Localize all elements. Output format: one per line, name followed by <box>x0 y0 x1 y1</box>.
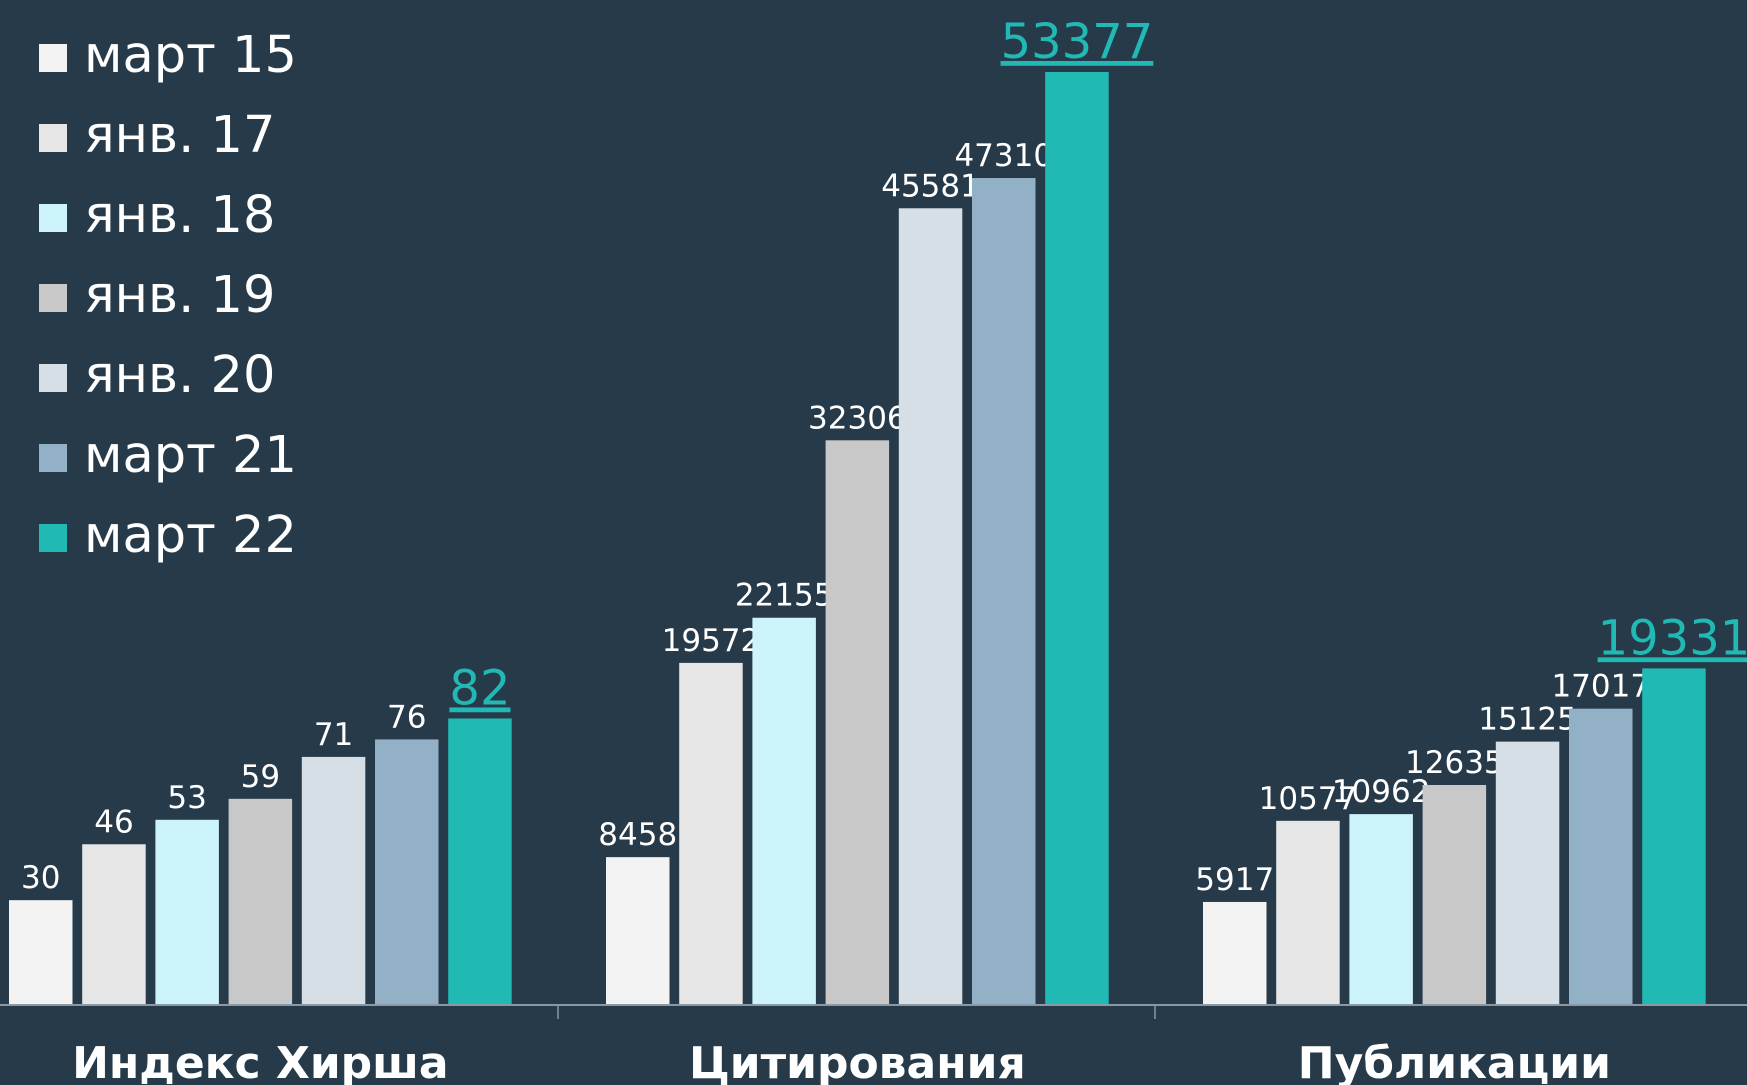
bar <box>1495 741 1560 1005</box>
bar <box>155 819 219 1005</box>
legend-label: янв. 19 <box>84 266 275 325</box>
value-label: 46 <box>94 804 133 840</box>
bar <box>448 718 512 1005</box>
bar <box>825 440 890 1005</box>
value-label: 5917 <box>1195 862 1274 898</box>
value-label: 53377 <box>1001 14 1154 70</box>
legend-swatch <box>39 204 67 232</box>
value-label: 22155 <box>735 578 834 614</box>
bar <box>752 617 816 1005</box>
value-label: 59 <box>241 759 280 795</box>
bar <box>1422 784 1487 1005</box>
legend-label: янв. 20 <box>84 346 275 405</box>
bar <box>301 756 366 1005</box>
value-label: 15125 <box>1478 702 1577 738</box>
bar <box>375 739 439 1005</box>
bar <box>1642 668 1706 1005</box>
value-label: 30 <box>21 860 60 896</box>
bar <box>1569 708 1633 1005</box>
category-label: Индекс Хирша <box>72 1038 449 1085</box>
value-label: 10577 <box>1259 781 1358 817</box>
legend-swatch <box>39 124 67 152</box>
legend-label: март 21 <box>84 426 297 485</box>
legend-swatch <box>39 44 67 72</box>
category-label: Публикации <box>1298 1038 1611 1085</box>
legend-label: март 15 <box>84 26 297 85</box>
bar <box>1276 820 1340 1005</box>
value-label: 10962 <box>1332 774 1431 810</box>
value-label: 47310 <box>954 138 1053 174</box>
bar <box>898 208 963 1005</box>
legend-swatch <box>39 364 67 392</box>
bar <box>606 857 670 1005</box>
legend-swatch <box>39 444 67 472</box>
value-label: 8458 <box>598 817 677 853</box>
legend-label: янв. 17 <box>84 106 275 165</box>
category-label: Цитирования <box>689 1038 1026 1085</box>
legend-label: янв. 18 <box>84 186 275 245</box>
value-label: 53 <box>167 780 206 816</box>
value-label: 19572 <box>662 623 761 659</box>
bar <box>1349 814 1413 1005</box>
bar <box>1203 901 1267 1005</box>
value-label: 19331 <box>1598 610 1747 666</box>
bar <box>679 662 743 1005</box>
value-label: 32306 <box>808 400 907 436</box>
bar <box>82 844 146 1005</box>
value-label: 45581 <box>881 168 980 204</box>
bar <box>228 798 293 1005</box>
value-label: 76 <box>387 699 426 735</box>
bar <box>9 900 73 1005</box>
value-label: 71 <box>314 717 353 753</box>
bar <box>972 178 1036 1006</box>
legend-swatch <box>39 284 67 312</box>
legend-label: март 22 <box>84 506 297 565</box>
legend-swatch <box>39 524 67 552</box>
value-label: 82 <box>449 660 510 716</box>
value-label: 12635 <box>1405 745 1504 781</box>
value-label: 17017 <box>1551 669 1650 705</box>
bar <box>1045 72 1109 1005</box>
